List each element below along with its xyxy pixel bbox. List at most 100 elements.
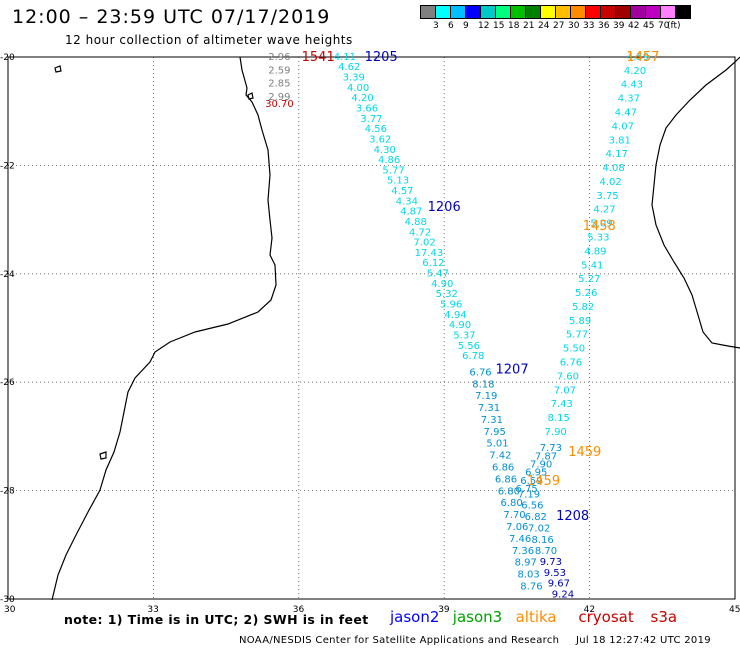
swh-value: 5.13 xyxy=(387,176,409,187)
swh-value: 7.02 xyxy=(528,523,550,534)
swh-value: 7.87 xyxy=(535,451,557,462)
swh-value: 7.19 xyxy=(518,489,540,500)
satellite-jason2: jason2 xyxy=(390,608,440,626)
swh-value: 7.02 xyxy=(413,238,435,249)
swh-value: 4.56 xyxy=(365,124,387,135)
swh-value: 5.50 xyxy=(563,344,585,355)
lon-tick-label: 36 xyxy=(293,605,305,615)
swh-value: 8.97 xyxy=(515,558,537,569)
swh-value: 6.82 xyxy=(525,512,547,523)
swh-value: 3.75 xyxy=(596,191,618,202)
swh-value: 7.31 xyxy=(481,415,503,426)
swh-value: 3.77 xyxy=(360,114,382,125)
swh-value: 5.27 xyxy=(578,274,600,285)
swh-value: 9.67 xyxy=(548,579,570,590)
scale-label: 9 xyxy=(463,21,469,31)
scale-label: 18 xyxy=(508,21,520,31)
scale-label: 42 xyxy=(628,21,640,31)
satellite-cryosat: cryosat xyxy=(578,608,634,626)
lat-tick-label: -20 xyxy=(0,53,15,63)
pass-number-label: 1459 xyxy=(527,474,560,489)
swh-value: 5.47 xyxy=(427,269,449,280)
swh-value: 5.33 xyxy=(587,233,609,244)
lat-tick-label: -22 xyxy=(0,161,15,171)
swh-value: 6.76 xyxy=(469,367,491,378)
small-island-2 xyxy=(247,92,254,100)
pass-number-label: 1459 xyxy=(568,445,601,460)
swh-value: 6.12 xyxy=(422,258,444,269)
scale-label: 70 xyxy=(658,21,670,31)
pass-number-label: 1205 xyxy=(365,50,398,65)
satellite-altika: altika xyxy=(515,608,557,626)
swh-value: 4.02 xyxy=(599,177,621,188)
swh-value: 6.78 xyxy=(462,351,484,362)
swh-value: 5.56 xyxy=(458,341,480,352)
swh-value: 7.06 xyxy=(506,522,528,533)
swh-value: 4.27 xyxy=(593,205,615,216)
color-scale xyxy=(420,5,691,19)
lat-tick-label: -28 xyxy=(0,487,15,497)
swh-value: 4.87 xyxy=(400,207,422,218)
swh-value: 6.59 xyxy=(520,476,542,487)
swh-value: 7.70 xyxy=(503,510,525,521)
swh-value: 6.86 xyxy=(495,474,517,485)
swh-value: 3.81 xyxy=(609,135,631,146)
footer-note: note: 1) Time is in UTC; 2) SWH is in fe… xyxy=(64,612,369,627)
swh-value: 5.37 xyxy=(453,330,475,341)
scale-label: 24 xyxy=(538,21,550,31)
swh-value: 4.17 xyxy=(606,149,628,160)
swh-value: 5.89 xyxy=(569,316,591,327)
scale-label: (ft) xyxy=(667,21,681,31)
pass-number-label: 1457 xyxy=(626,50,659,65)
swh-value: 4.47 xyxy=(615,107,637,118)
swh-value: 4.34 xyxy=(396,196,418,207)
swh-value: 5.32 xyxy=(436,289,458,300)
satellite-s3a: s3a xyxy=(650,608,678,626)
swh-value: 5.41 xyxy=(581,260,603,271)
scale-swatch xyxy=(675,5,691,19)
scale-label: 33 xyxy=(583,21,595,31)
swh-value: 5.96 xyxy=(440,300,462,311)
swh-value: 9.24 xyxy=(552,590,574,601)
axis-labels: 30 33 36 39 42 45 -20 -22 -24 -26 -28 -30 xyxy=(0,53,740,615)
swh-value: 5.77 xyxy=(382,165,404,176)
lon-tick-label: 39 xyxy=(438,605,450,615)
lat-tick-label: -24 xyxy=(0,270,15,280)
swh-value: 17.43 xyxy=(415,248,444,259)
swh-value: 7.60 xyxy=(557,371,579,382)
small-island-3 xyxy=(99,451,107,460)
africa-coastline xyxy=(51,56,277,601)
swh-values: 2.962.592.852.9930.704.114.623.394.004.2… xyxy=(265,52,649,601)
swh-value: 5.01 xyxy=(486,439,508,450)
pass-number-label: 1207 xyxy=(496,363,529,378)
lon-tick-label: 33 xyxy=(147,605,158,615)
swh-value: 4.30 xyxy=(374,145,396,156)
swh-value: 4.90 xyxy=(431,279,453,290)
map-frame xyxy=(7,56,736,600)
swh-value: 4.62 xyxy=(338,62,360,73)
map-title: 12:00 – 23:59 UTC 07/17/2019 xyxy=(12,6,331,28)
swh-value: 4.07 xyxy=(612,121,634,132)
scale-label: 15 xyxy=(493,21,505,31)
swh-value: 5.77 xyxy=(566,330,588,341)
swh-value: 8.18 xyxy=(472,379,494,390)
swh-value: 9.53 xyxy=(544,568,566,579)
swh-value: 6.80 xyxy=(501,498,523,509)
swh-value: 4.72 xyxy=(409,227,431,238)
swh-value: 5.09 xyxy=(590,219,612,230)
satellite-jason3: jason3 xyxy=(452,608,503,626)
swh-value: 4.00 xyxy=(347,83,369,94)
swh-value: 7.07 xyxy=(554,385,576,396)
swh-value: 7.36 xyxy=(512,546,534,557)
pass-number-label: 1208 xyxy=(556,509,589,524)
scale-label: 36 xyxy=(598,21,610,31)
scale-label: 21 xyxy=(523,21,535,31)
swh-value: 8.16 xyxy=(531,535,553,546)
map-subtitle: 12 hour collection of altimeter wave hei… xyxy=(65,33,353,47)
swh-value: 7.46 xyxy=(509,534,531,545)
swh-value: 2.96 xyxy=(268,52,290,63)
swh-value: 2.99 xyxy=(268,92,290,103)
swh-value: 6.76 xyxy=(560,358,582,369)
pass-number-label: 1541 xyxy=(302,50,335,65)
swh-value: 8.03 xyxy=(517,570,539,581)
